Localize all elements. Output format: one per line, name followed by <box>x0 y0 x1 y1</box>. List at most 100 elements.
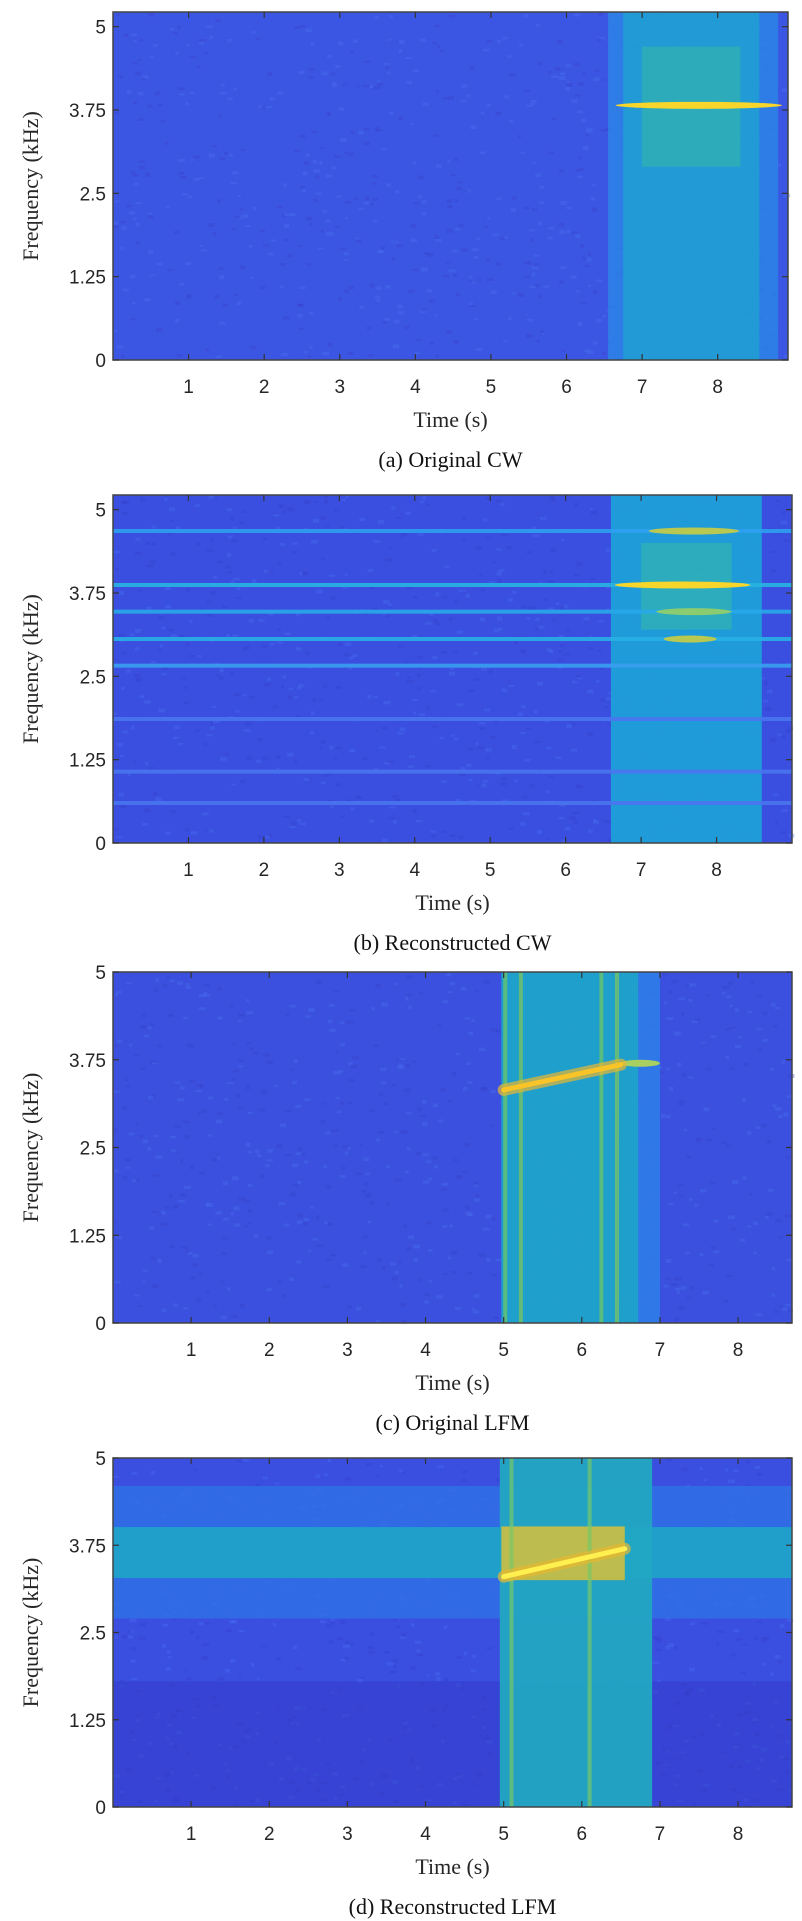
spectrogram-panel-4: 1 2 3 4 5 6 7 8 0 1.25 2.5 3.75 5 Time (s) Frequency (… <box>18 1449 794 1919</box>
spectrogram-panel-3: 1 2 3 4 5 6 7 8 0 1.25 2.5 3.75 5 Time (s) Frequency (… <box>18 963 795 1435</box>
axes-frame <box>112 11 789 361</box>
axes-frame <box>112 494 793 844</box>
heatmap-region <box>623 12 760 360</box>
y-axis-label: Frequency (kHz) <box>18 1558 43 1708</box>
tone-line <box>614 581 751 589</box>
y-tick-label: 5 <box>95 963 106 984</box>
x-tick-label: 8 <box>733 1824 744 1845</box>
y-tick-label: 2.5 <box>80 667 106 688</box>
x-tick-label: 4 <box>409 860 420 881</box>
x-tick-label: 1 <box>186 1824 197 1845</box>
y-tick-label: 3.75 <box>69 1051 106 1072</box>
y-tick-label: 2.5 <box>80 1624 106 1645</box>
x-tick-label: 6 <box>577 1340 588 1361</box>
y-axis-label: Frequency (kHz) <box>18 111 43 261</box>
tone-line <box>656 608 732 616</box>
harmonic-line <box>113 663 792 668</box>
y-tick-label: 0 <box>95 1314 106 1335</box>
y-tick-label: 2.5 <box>80 1139 106 1160</box>
x-tick-label: 8 <box>733 1340 744 1361</box>
tone-line <box>615 101 782 109</box>
harmonic-line <box>113 717 792 721</box>
spectrogram-panel-2: 1 2 3 4 5 6 7 8 0 1.25 2.5 3.75 5 Time (s) Frequency (… <box>18 494 795 955</box>
x-tick-label: 5 <box>486 377 497 398</box>
transient-line <box>599 972 604 1323</box>
spectrogram-panel-1: 1 2 3 4 5 6 7 8 0 1.25 2.5 3.75 5 Time (s) Frequency (… <box>18 11 791 472</box>
x-tick-label: 8 <box>711 860 722 881</box>
y-tick-label: 5 <box>95 18 106 39</box>
x-tick-label: 6 <box>577 1824 588 1845</box>
x-tick-label: 7 <box>655 1340 666 1361</box>
chirp-line <box>501 1546 628 1580</box>
x-axis-label: Time (s) <box>415 890 489 915</box>
harmonic-line <box>113 769 792 774</box>
y-tick-label: 3.75 <box>69 101 106 122</box>
tone-line <box>663 635 717 643</box>
y-tick-label: 5 <box>95 501 106 522</box>
x-tick-label: 1 <box>186 1340 197 1361</box>
x-tick-label: 3 <box>334 377 345 398</box>
heatmap-region <box>499 1458 653 1807</box>
panel-caption: (b) Reconstructed CW <box>354 930 552 955</box>
x-tick-label: 5 <box>498 1824 509 1845</box>
y-tick-label: 5 <box>95 1449 106 1470</box>
y-axis-label: Frequency (kHz) <box>18 1073 43 1223</box>
x-tick-label: 5 <box>485 860 496 881</box>
heatmap-region <box>636 972 660 1323</box>
heatmap-region <box>610 495 762 843</box>
tone-line <box>648 527 740 535</box>
y-axis-label: Frequency (kHz) <box>18 594 43 744</box>
y-tick-label: 1.25 <box>69 1226 106 1247</box>
transient-line <box>503 972 508 1323</box>
x-axis-label: Time (s) <box>415 1854 489 1879</box>
panel-caption: (c) Original LFM <box>376 1410 530 1435</box>
y-tick-label: 0 <box>95 351 106 372</box>
panel-caption: (a) Original CW <box>378 447 522 472</box>
x-tick-label: 3 <box>342 1340 353 1361</box>
x-tick-label: 2 <box>264 1340 275 1361</box>
transient-line <box>587 1458 592 1807</box>
y-tick-label: 3.75 <box>69 1536 106 1557</box>
x-tick-label: 1 <box>183 377 194 398</box>
x-tick-label: 6 <box>560 860 571 881</box>
chirp-line <box>501 1062 624 1093</box>
harmonic-line <box>113 609 792 614</box>
x-tick-label: 4 <box>410 377 421 398</box>
harmonic-line <box>113 801 792 805</box>
x-tick-label: 3 <box>334 860 345 881</box>
x-tick-label: 1 <box>183 860 194 881</box>
x-tick-label: 4 <box>420 1824 431 1845</box>
y-tick-label: 1.25 <box>69 268 106 289</box>
x-tick-label: 2 <box>259 860 270 881</box>
y-tick-label: 0 <box>95 1798 106 1819</box>
x-tick-label: 7 <box>637 377 648 398</box>
transient-line <box>614 972 619 1323</box>
x-tick-label: 2 <box>264 1824 275 1845</box>
x-tick-label: 7 <box>655 1824 666 1845</box>
heatmap-region <box>113 1681 792 1807</box>
x-tick-label: 4 <box>420 1340 431 1361</box>
transient-line <box>518 972 523 1323</box>
x-axis-label: Time (s) <box>413 407 487 432</box>
x-tick-label: 5 <box>498 1340 509 1361</box>
panel-caption: (d) Reconstructed LFM <box>349 1894 557 1919</box>
y-tick-label: 2.5 <box>80 184 106 205</box>
y-tick-label: 1.25 <box>69 751 106 772</box>
y-tick-label: 0 <box>95 834 106 855</box>
x-tick-label: 8 <box>712 377 723 398</box>
harmonic-line <box>113 583 792 587</box>
transient-line <box>509 1458 514 1807</box>
tone-line <box>620 1059 660 1067</box>
x-tick-label: 2 <box>259 377 270 398</box>
x-tick-label: 6 <box>561 377 572 398</box>
harmonic-line <box>113 637 792 641</box>
x-axis-label: Time (s) <box>415 1370 489 1395</box>
heatmap-region <box>113 1527 792 1579</box>
y-tick-label: 3.75 <box>69 584 106 605</box>
x-tick-label: 7 <box>636 860 647 881</box>
x-tick-label: 3 <box>342 1824 353 1845</box>
y-tick-label: 1.25 <box>69 1711 106 1732</box>
heatmap-background <box>113 972 792 1323</box>
